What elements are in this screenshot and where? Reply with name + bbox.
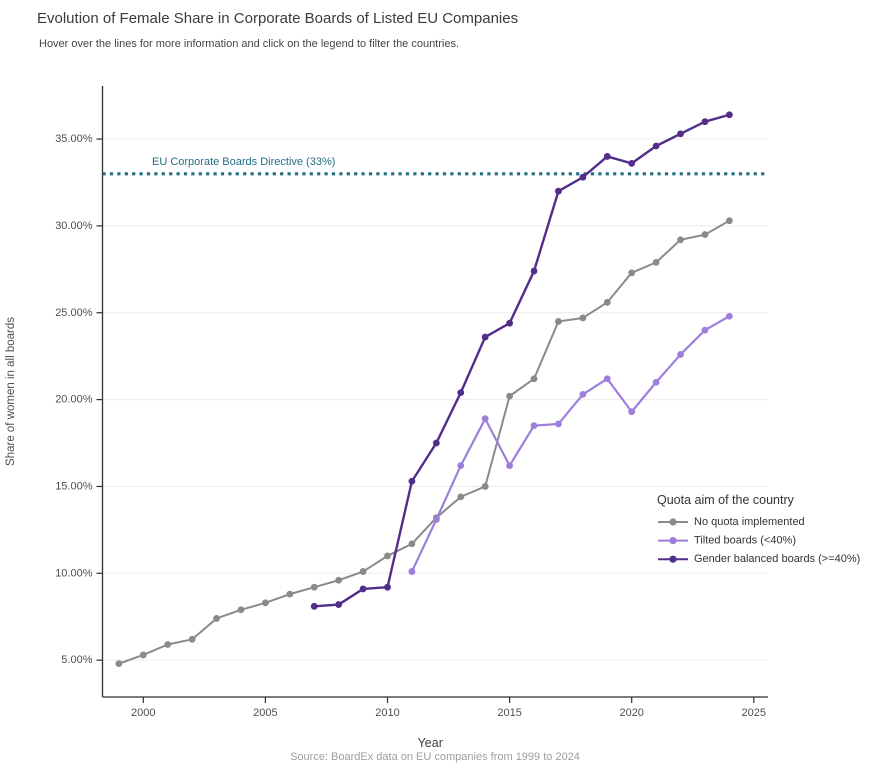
data-point-tilted[interactable] [603,375,611,383]
data-point-no-quota[interactable] [384,552,391,560]
data-point-balanced[interactable] [628,159,636,167]
data-point-no-quota[interactable] [139,651,147,659]
legend-item-label: No quota implemented [694,516,805,528]
data-point-no-quota[interactable] [188,635,196,643]
data-point-tilted[interactable] [579,390,587,398]
x-tick-label: 2000 [131,707,155,719]
data-point-no-quota[interactable] [213,615,220,622]
series-line-no-quota[interactable] [118,219,730,665]
data-point-tilted[interactable] [701,326,709,334]
data-point-balanced[interactable] [408,477,416,485]
data-point-balanced[interactable] [481,333,489,341]
data-point-no-quota[interactable] [335,576,343,584]
data-point-no-quota[interactable] [115,660,123,668]
data-point-balanced[interactable] [677,130,684,138]
data-point-balanced[interactable] [530,267,538,275]
data-point-balanced[interactable] [310,602,318,610]
data-point-tilted[interactable] [652,378,660,386]
y-tick-label: 10.00% [55,567,93,579]
data-point-no-quota[interactable] [725,217,733,225]
legend-marker-dot [669,518,677,526]
y-tick-label: 20.00% [55,394,93,406]
data-point-no-quota[interactable] [579,314,587,322]
data-point-tilted[interactable] [555,420,562,428]
data-point-balanced[interactable] [432,439,440,447]
x-tick-label: 2005 [253,707,277,719]
directive-label: EU Corporate Boards Directive (33%) [152,156,335,168]
legend-marker-dot [669,555,677,563]
data-point-no-quota[interactable] [481,483,489,490]
series-tilted[interactable] [408,312,733,575]
axes: 5.00% 10.00% 15.00% 20.00% 25.00% 30.00% 35.00… [5,86,768,750]
data-point-no-quota[interactable] [506,392,513,400]
x-axis-title: Year [418,736,443,750]
data-point-no-quota[interactable] [677,236,684,244]
data-point-tilted[interactable] [408,568,416,575]
x-tick-label: 2025 [742,707,766,719]
data-point-tilted[interactable] [506,462,513,470]
legend-item-tilted[interactable]: Tilted boards (<40%) [658,535,796,547]
data-point-tilted[interactable] [628,408,636,416]
data-point-no-quota[interactable] [555,318,562,325]
series-line-tilted[interactable] [410,315,730,573]
series-balanced[interactable] [310,111,733,610]
x-tick-label: 2015 [497,707,521,719]
legend-item-balanced[interactable]: Gender balanced boards (>=40%) [658,553,860,565]
data-point-no-quota[interactable] [359,568,367,575]
data-point-no-quota[interactable] [164,641,172,648]
data-point-balanced[interactable] [359,585,367,593]
data-point-tilted[interactable] [481,415,489,423]
data-point-tilted[interactable] [725,312,733,320]
data-point-no-quota[interactable] [457,493,465,501]
data-point-balanced[interactable] [457,389,465,397]
data-point-tilted[interactable] [530,422,538,430]
legend-item-no-quota[interactable]: No quota implemented [658,516,805,528]
reference-line-group: EU Corporate Boards Directive (33%) [102,156,768,176]
data-point-balanced[interactable] [555,187,562,195]
data-point-no-quota[interactable] [652,258,660,266]
y-tick-label: 15.00% [55,480,93,492]
data-point-no-quota[interactable] [408,540,416,548]
data-point-no-quota[interactable] [310,583,318,591]
y-tick-label: 30.00% [55,220,93,232]
y-tick-label: 35.00% [55,133,93,145]
data-point-balanced[interactable] [603,153,611,160]
legend: Quota aim of the country No quota impleme… [657,493,860,565]
series-line-balanced[interactable] [314,113,730,608]
chart-subtitle: Hover over the lines for more informatio… [39,38,460,50]
series-no-quota[interactable] [115,217,733,668]
legend-item-label: Tilted boards (<40%) [694,535,796,547]
legend-title: Quota aim of the country [657,493,795,507]
y-axis-title: Share of women in all boards [5,317,17,466]
y-tick-label: 25.00% [55,307,93,319]
chart-title: Evolution of Female Share in Corporate B… [37,10,519,27]
data-point-no-quota[interactable] [530,375,538,383]
y-tick-label: 5.00% [61,654,92,666]
data-point-balanced[interactable] [506,319,513,327]
source-caption: Source: BoardEx data on EU companies fro… [290,751,580,763]
data-point-tilted[interactable] [432,516,440,523]
data-point-balanced[interactable] [652,142,660,150]
data-point-no-quota[interactable] [237,606,245,614]
data-point-balanced[interactable] [335,601,343,608]
data-point-no-quota[interactable] [603,298,611,306]
data-point-tilted[interactable] [677,351,684,358]
data-point-tilted[interactable] [457,462,465,470]
legend-marker-dot [669,537,677,545]
data-point-no-quota[interactable] [262,599,269,607]
data-point-no-quota[interactable] [286,590,294,598]
x-tick-label: 2020 [619,707,643,719]
data-point-balanced[interactable] [725,111,733,119]
data-point-no-quota[interactable] [701,231,709,238]
data-point-no-quota[interactable] [628,269,636,277]
data-point-balanced[interactable] [701,118,709,126]
x-tick-label: 2010 [375,707,399,719]
gridlines [102,138,768,661]
data-point-balanced[interactable] [384,583,391,591]
data-point-balanced[interactable] [579,173,587,181]
legend-item-label: Gender balanced boards (>=40%) [694,553,860,565]
